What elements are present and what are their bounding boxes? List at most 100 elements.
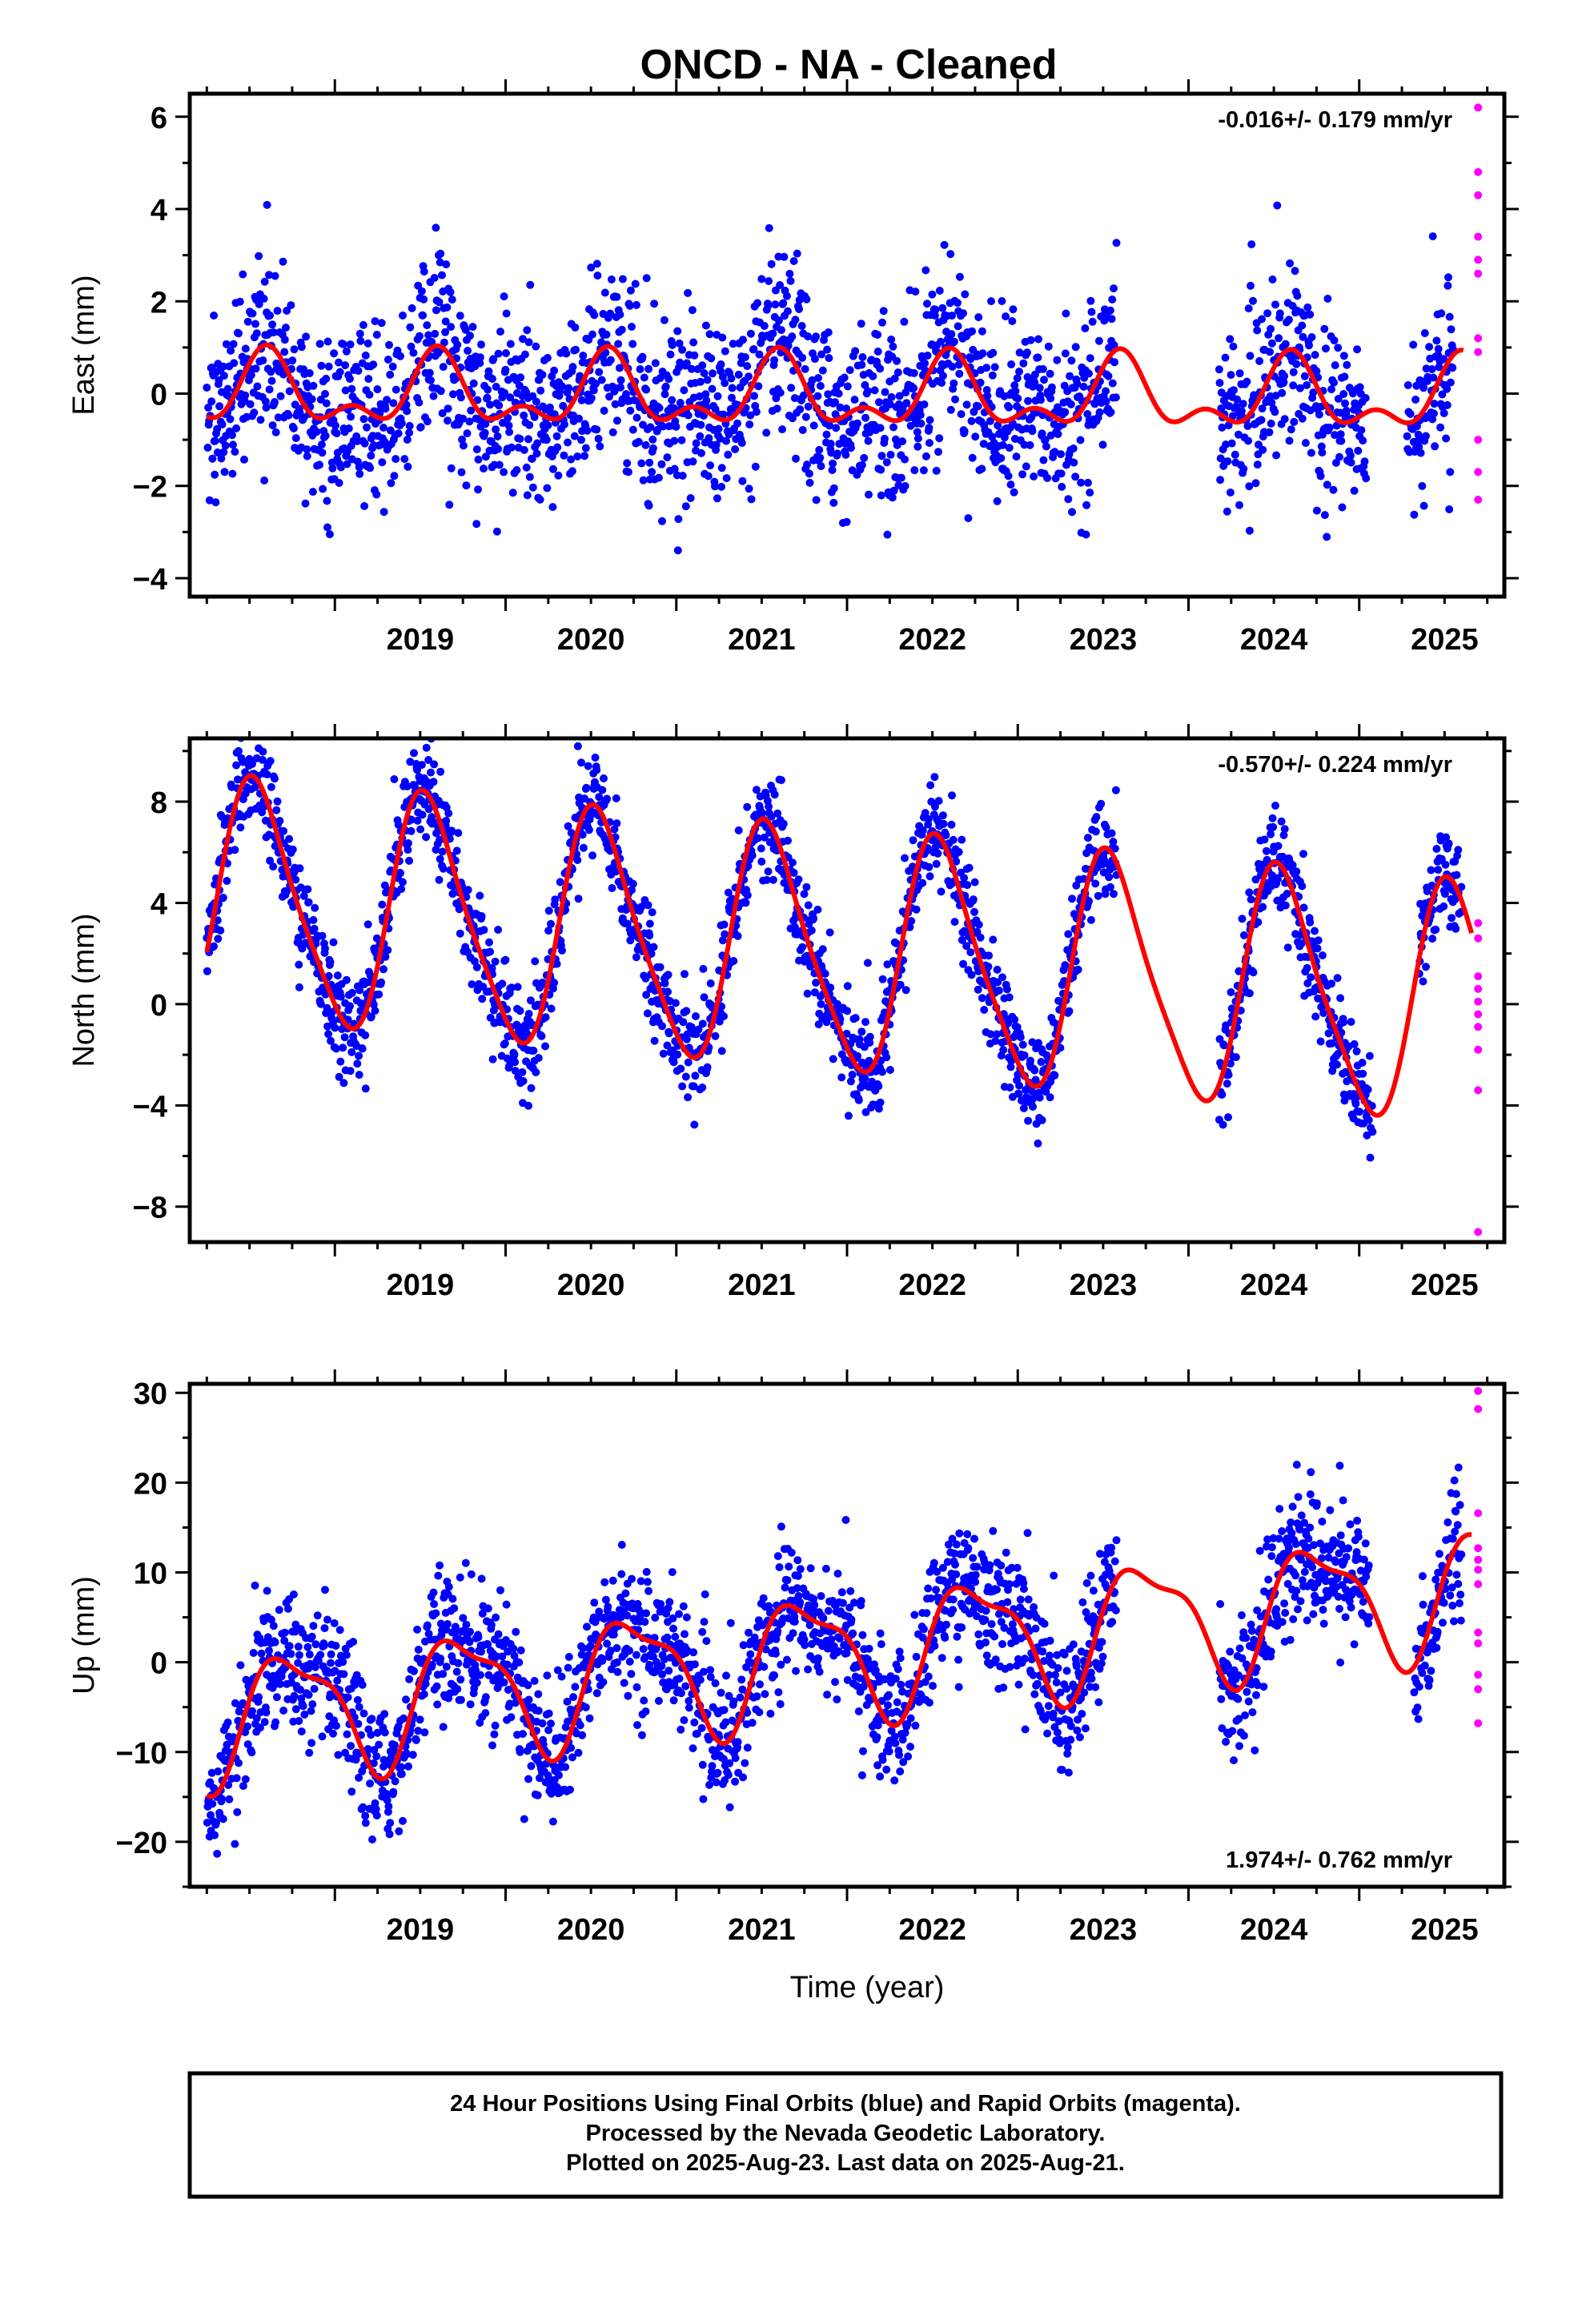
final-point xyxy=(1334,395,1343,403)
final-point xyxy=(1223,457,1232,466)
final-point xyxy=(488,1055,497,1063)
final-point xyxy=(564,822,572,830)
final-point xyxy=(754,382,763,391)
final-point xyxy=(932,466,941,475)
final-point xyxy=(243,317,252,326)
final-point xyxy=(215,402,224,411)
final-point xyxy=(397,1770,406,1779)
final-point xyxy=(320,1624,329,1633)
x-tick-label: 2025 xyxy=(1411,623,1479,657)
final-point xyxy=(645,919,654,928)
final-point xyxy=(743,802,752,811)
final-point xyxy=(235,1759,243,1767)
final-point xyxy=(1014,1089,1023,1098)
final-point xyxy=(938,811,947,820)
final-point xyxy=(353,1059,362,1068)
final-point xyxy=(285,834,294,843)
final-point xyxy=(860,453,869,462)
final-point xyxy=(413,816,422,825)
final-point xyxy=(762,875,771,884)
final-point xyxy=(420,1690,428,1699)
final-point xyxy=(327,1650,335,1659)
final-point xyxy=(287,1650,295,1659)
final-point xyxy=(1094,336,1103,345)
final-point xyxy=(467,1570,476,1578)
final-point xyxy=(1088,317,1097,326)
final-point xyxy=(492,527,501,536)
final-point xyxy=(461,326,470,334)
final-point xyxy=(467,406,476,415)
final-point xyxy=(1419,977,1427,986)
final-point xyxy=(848,1071,857,1079)
final-point xyxy=(220,468,229,476)
final-point xyxy=(405,421,414,430)
final-point xyxy=(219,448,228,456)
final-point xyxy=(1293,292,1302,300)
final-point xyxy=(1215,379,1224,388)
final-point xyxy=(592,425,601,434)
final-point xyxy=(897,473,905,482)
final-point xyxy=(818,366,827,375)
final-point xyxy=(1109,838,1118,846)
final-point xyxy=(678,472,687,480)
final-point xyxy=(731,445,740,453)
final-point xyxy=(1273,201,1282,210)
final-point xyxy=(548,503,557,512)
final-point xyxy=(594,434,603,443)
final-point xyxy=(335,1072,343,1081)
final-point xyxy=(420,267,428,276)
final-point xyxy=(743,362,752,371)
final-point xyxy=(304,1691,313,1699)
final-point xyxy=(824,328,833,336)
final-point xyxy=(883,530,892,539)
final-point xyxy=(882,458,891,467)
final-point xyxy=(1058,482,1066,491)
final-point xyxy=(755,350,764,359)
y-tick-label: 0 xyxy=(151,378,167,412)
final-point xyxy=(504,421,513,430)
final-point xyxy=(477,912,486,920)
final-point xyxy=(1446,468,1455,476)
final-point xyxy=(365,390,374,399)
figure-title: ONCD - NA - Cleaned xyxy=(640,42,1058,88)
final-point xyxy=(315,460,323,469)
final-point xyxy=(814,374,822,382)
final-point xyxy=(326,958,335,967)
final-point xyxy=(600,774,608,782)
final-point xyxy=(414,1646,423,1654)
final-point xyxy=(334,1751,343,1759)
final-point xyxy=(595,793,604,802)
final-point xyxy=(1098,440,1107,449)
final-point xyxy=(1018,470,1027,479)
final-point xyxy=(1111,786,1120,794)
final-point xyxy=(1239,931,1248,939)
final-point xyxy=(753,834,762,842)
final-point xyxy=(219,362,227,371)
final-point xyxy=(1108,296,1117,304)
final-point xyxy=(544,927,553,935)
rapid-point xyxy=(1474,934,1483,943)
final-point xyxy=(1246,352,1255,360)
final-point xyxy=(263,770,271,778)
final-point xyxy=(227,346,235,355)
final-point xyxy=(305,1748,314,1757)
final-point xyxy=(1047,383,1056,392)
final-point xyxy=(747,495,756,504)
final-point xyxy=(745,372,753,381)
final-point xyxy=(259,356,267,364)
final-point xyxy=(458,435,467,444)
final-point xyxy=(589,386,598,395)
final-point xyxy=(949,835,958,844)
final-point xyxy=(681,970,689,979)
final-point xyxy=(1038,1116,1046,1124)
final-point xyxy=(1085,369,1093,378)
final-point xyxy=(982,386,991,394)
final-point xyxy=(916,411,925,420)
final-point xyxy=(373,385,382,394)
final-point xyxy=(494,349,503,358)
final-point xyxy=(1309,388,1318,397)
final-point xyxy=(250,408,259,417)
final-point xyxy=(518,1068,527,1076)
final-point xyxy=(1357,426,1366,435)
final-point xyxy=(223,877,231,885)
